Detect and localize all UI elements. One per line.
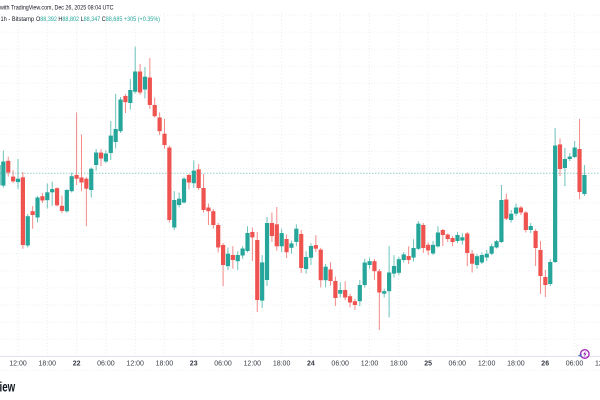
svg-text:iew: iew [0,379,16,395]
svg-text:06:00: 06:00 [214,361,232,368]
svg-text:12:00: 12:00 [361,361,379,368]
svg-text:18:00: 18:00 [390,361,408,368]
svg-text:18:00: 18:00 [273,361,291,368]
svg-text:24: 24 [307,361,315,368]
svg-text:with TradingView.com, Dec 26,: with TradingView.com, Dec 26, 2025 08:04… [0,4,114,11]
svg-text:26: 26 [541,361,549,368]
svg-text:25: 25 [424,361,432,368]
svg-text:06:00: 06:00 [97,361,115,368]
svg-text:12:00: 12:00 [9,361,27,368]
svg-text:18:00: 18:00 [507,361,525,368]
svg-text:O88,392 H88,802 L88,347 C88,68: O88,392 H88,802 L88,347 C88,685 +305 (+0… [36,16,160,23]
svg-text:06:00: 06:00 [566,361,584,368]
svg-text:12:00: 12:00 [244,361,262,368]
svg-text:22: 22 [73,361,81,368]
svg-text:06:00: 06:00 [449,361,467,368]
svg-text:18:00: 18:00 [39,361,57,368]
svg-text:12:00: 12:00 [595,361,600,368]
svg-text:12:00: 12:00 [478,361,496,368]
svg-text:1h - Bitstamp: 1h - Bitstamp [1,16,35,23]
svg-text:06:00: 06:00 [331,361,349,368]
svg-text:18:00: 18:00 [156,361,174,368]
svg-text:23: 23 [190,361,198,368]
svg-text:12:00: 12:00 [126,361,144,368]
